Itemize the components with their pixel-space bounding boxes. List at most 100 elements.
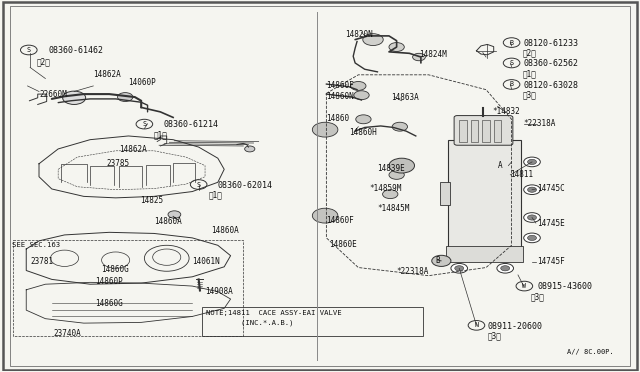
- Text: 14860A: 14860A: [154, 217, 182, 226]
- Circle shape: [527, 187, 536, 192]
- Circle shape: [524, 233, 540, 243]
- Bar: [202, 307, 423, 336]
- Text: 23785: 23785: [106, 159, 129, 168]
- Text: N: N: [474, 323, 479, 328]
- Text: 14860F: 14860F: [326, 217, 353, 225]
- Text: 、3。: 、3。: [531, 293, 545, 302]
- Circle shape: [389, 170, 404, 179]
- Circle shape: [497, 263, 513, 273]
- Text: 14839E: 14839E: [377, 164, 404, 173]
- Circle shape: [451, 263, 467, 273]
- Text: 23781: 23781: [31, 257, 54, 266]
- Circle shape: [312, 122, 338, 137]
- Circle shape: [351, 81, 366, 90]
- Text: B: B: [509, 39, 513, 46]
- Text: 14862A: 14862A: [93, 70, 121, 79]
- Text: 14862A: 14862A: [119, 145, 147, 154]
- Circle shape: [527, 159, 536, 164]
- Text: 、2。: 、2。: [523, 49, 537, 58]
- Text: S: S: [509, 60, 513, 66]
- Circle shape: [363, 34, 383, 45]
- Text: 14061N: 14061N: [192, 257, 220, 266]
- Text: 08120-61233: 08120-61233: [523, 39, 578, 48]
- Text: 14860G: 14860G: [95, 299, 123, 308]
- Text: 22660M: 22660M: [39, 90, 67, 99]
- Text: 14860F: 14860F: [326, 81, 353, 90]
- Circle shape: [168, 211, 180, 218]
- Text: 14860E: 14860E: [330, 240, 357, 249]
- Text: 14860A: 14860A: [211, 226, 239, 235]
- Text: 14745E: 14745E: [537, 219, 565, 228]
- Text: 23740A: 23740A: [53, 329, 81, 338]
- Text: A∕∕ 8C.00P.: A∕∕ 8C.00P.: [567, 348, 614, 354]
- Text: 14824M: 14824M: [420, 50, 447, 59]
- Text: 14825: 14825: [140, 196, 163, 205]
- Text: 14060P: 14060P: [129, 78, 156, 87]
- Text: S: S: [27, 47, 31, 53]
- Text: 、1。: 、1。: [208, 191, 222, 200]
- Circle shape: [455, 266, 464, 271]
- Text: S: S: [142, 121, 147, 127]
- Text: 、3。: 、3。: [487, 331, 501, 340]
- Text: *14845M: *14845M: [378, 205, 410, 214]
- Text: 08360-62014: 08360-62014: [218, 181, 273, 190]
- Circle shape: [413, 53, 426, 61]
- Text: 14745F: 14745F: [537, 257, 565, 266]
- Text: 14860: 14860: [326, 114, 349, 123]
- Circle shape: [527, 215, 536, 220]
- Bar: [447, 246, 523, 262]
- Text: 、3。: 、3。: [523, 91, 537, 100]
- Text: 08360-61214: 08360-61214: [164, 121, 218, 129]
- Circle shape: [356, 115, 371, 124]
- FancyBboxPatch shape: [454, 116, 513, 145]
- Text: 14745C: 14745C: [537, 185, 565, 193]
- Text: B: B: [509, 81, 513, 87]
- Circle shape: [244, 146, 255, 152]
- Circle shape: [118, 93, 133, 102]
- Circle shape: [354, 91, 369, 100]
- Circle shape: [527, 235, 536, 240]
- Text: 08360-62562: 08360-62562: [523, 59, 578, 68]
- Circle shape: [432, 255, 451, 266]
- Text: *14832: *14832: [492, 108, 520, 116]
- Text: 14811: 14811: [509, 170, 532, 179]
- Text: 14863A: 14863A: [392, 93, 419, 102]
- Circle shape: [63, 91, 86, 105]
- Text: 、1。: 、1。: [523, 69, 537, 78]
- Text: 14908A: 14908A: [205, 287, 233, 296]
- Bar: [482, 120, 490, 142]
- Text: 、2。: 、2。: [36, 57, 51, 66]
- Text: 、1。: 、1。: [154, 130, 168, 140]
- Text: 14860P: 14860P: [95, 277, 123, 286]
- Circle shape: [392, 122, 408, 131]
- Text: NOTE;14811  CACE ASSY-EAI VALVE: NOTE;14811 CACE ASSY-EAI VALVE: [206, 311, 342, 317]
- Text: 08360-61462: 08360-61462: [49, 46, 104, 55]
- Text: 08120-63028: 08120-63028: [523, 81, 578, 90]
- Text: 08915-43600: 08915-43600: [537, 282, 592, 291]
- Bar: [493, 120, 501, 142]
- Circle shape: [524, 185, 540, 195]
- Text: *14859M: *14859M: [369, 185, 401, 193]
- Bar: [448, 140, 521, 249]
- Circle shape: [500, 266, 509, 271]
- Text: 08911-20600: 08911-20600: [487, 321, 542, 331]
- Text: B: B: [435, 256, 440, 264]
- Bar: [470, 120, 478, 142]
- Circle shape: [383, 190, 398, 199]
- Circle shape: [312, 208, 338, 223]
- Text: (INC.*.A.B.): (INC.*.A.B.): [206, 320, 294, 326]
- Circle shape: [524, 213, 540, 222]
- Bar: [460, 120, 467, 142]
- Circle shape: [389, 158, 415, 173]
- Text: 14860H: 14860H: [349, 128, 376, 137]
- Text: *22318A: *22318A: [523, 119, 556, 128]
- Text: 14860N: 14860N: [326, 92, 353, 101]
- Text: SEE SEC.163: SEE SEC.163: [12, 241, 60, 247]
- Text: A: A: [497, 161, 502, 170]
- Circle shape: [389, 42, 404, 51]
- Text: 14860G: 14860G: [101, 264, 129, 273]
- Bar: [440, 182, 450, 205]
- Text: 14820N: 14820N: [346, 29, 373, 39]
- Text: W: W: [522, 283, 526, 289]
- Text: S: S: [196, 182, 201, 187]
